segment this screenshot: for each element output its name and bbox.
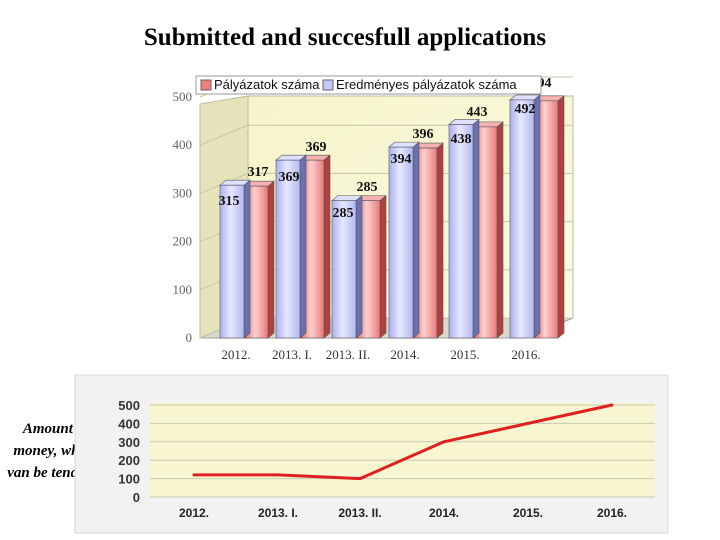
bar-ytick-label: 300 (173, 185, 193, 200)
bar-value-label-submitted: 443 (467, 105, 488, 120)
money-line-point (526, 421, 530, 425)
bar-category-label: 2014. (390, 347, 419, 362)
legend-box (195, 75, 542, 95)
bar-category-label: 2013. I. (272, 347, 312, 362)
legend-label-submitted: Pályázatok száma (214, 77, 320, 92)
bar-ytick-label: 500 (173, 89, 193, 104)
line-ytick-label: 200 (118, 453, 140, 468)
bar-value-label-submitted: 285 (357, 180, 378, 195)
bar-submitted (275, 154, 307, 339)
bar-value-label-submitted: 396 (413, 127, 434, 142)
line-category-label: 2014. (429, 506, 459, 520)
money-line-point (442, 440, 446, 444)
bar-value-label-successful: 492 (515, 102, 536, 117)
line-category-label: 2013. II. (338, 506, 381, 520)
bar-submitted (448, 118, 480, 339)
line-category-label: 2013. I. (258, 506, 298, 520)
money-line-point (192, 473, 196, 477)
bar-value-label-successful: 315 (219, 194, 240, 209)
line-ytick-label: 100 (118, 472, 140, 487)
bar-value-label-submitted: 317 (248, 165, 269, 180)
legend-swatch-submitted (200, 79, 212, 91)
legend-swatch-successful (322, 79, 334, 91)
line-category-label: 2016. (597, 506, 627, 520)
line-ytick-label: 400 (118, 416, 140, 431)
legend-label-successful: Eredményes pályázatok száma (336, 77, 517, 92)
bar-value-label-successful: 369 (279, 170, 300, 185)
bar-submitted (509, 94, 541, 339)
line-chart-plot-area (150, 403, 655, 497)
line-category-label: 2015. (513, 506, 543, 520)
bar-category-label: 2015. (450, 347, 479, 362)
bar-ytick-label: 200 (173, 234, 193, 249)
slide-title: Submitted and succesfull applications (143, 24, 547, 51)
bar-submitted (388, 141, 420, 339)
bar-category-label: 2013. II. (326, 347, 370, 362)
line-ytick-label: 0 (133, 490, 140, 505)
money-line-point (358, 477, 362, 481)
bar-legend: Pályázatok száma Eredményes pályázatok s… (195, 75, 542, 95)
bar-submitted (331, 194, 363, 339)
money-line-point (610, 403, 614, 407)
bar-value-label-submitted: 369 (306, 140, 327, 155)
money-line-point (276, 473, 280, 477)
line-category-label: 2012. (179, 506, 209, 520)
bar-value-label-successful: 285 (333, 206, 354, 221)
bar-ytick-label: 400 (173, 137, 193, 152)
line-chart: 0 100 200 300 400 500 2012. 2013. I. 2013. II. 2… (74, 374, 669, 534)
bar-submitted (219, 179, 251, 339)
bar-value-label-successful: 438 (451, 132, 472, 147)
bar-ytick-label: 100 (173, 282, 193, 297)
bar-value-label-successful: 394 (391, 152, 412, 167)
bar-category-label: 2016. (511, 347, 540, 362)
money-line (194, 403, 613, 481)
bar-category-label: 2012. (221, 347, 250, 362)
line-ytick-label: 500 (118, 398, 140, 413)
bar-ytick-label: 0 (186, 330, 193, 345)
line-ytick-label: 300 (118, 435, 140, 450)
